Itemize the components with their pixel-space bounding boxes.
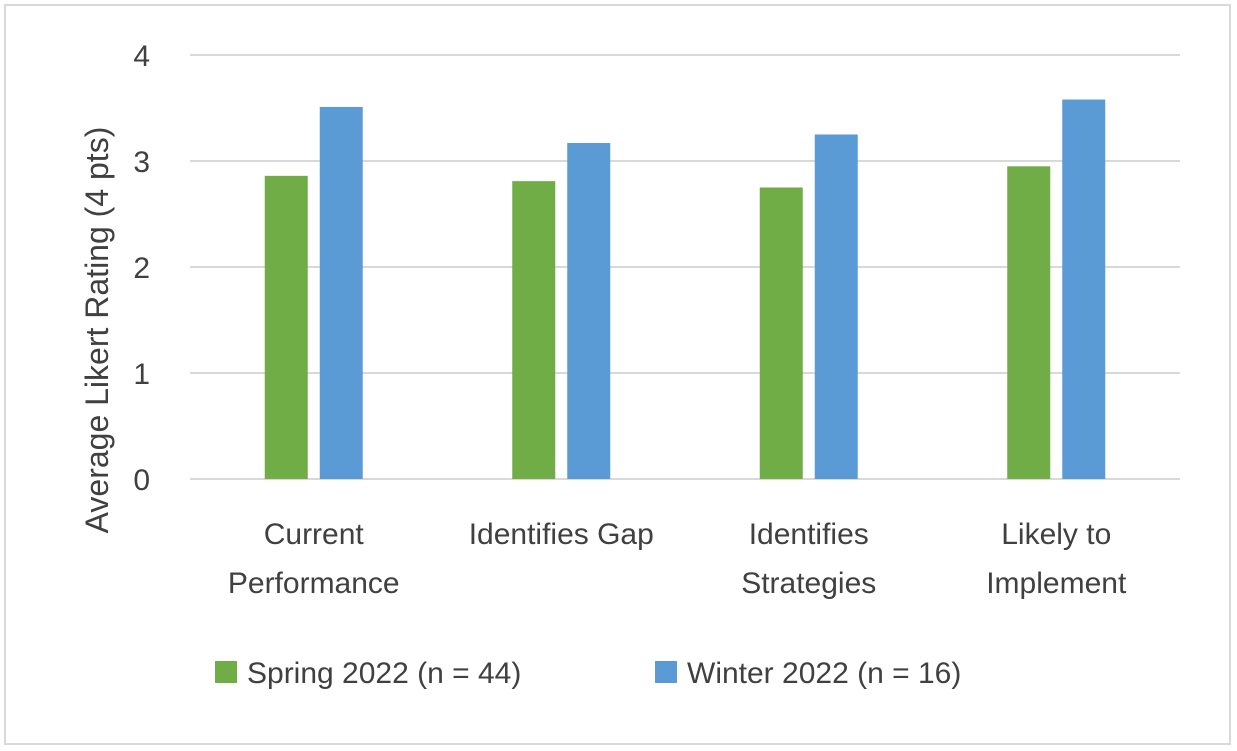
y-tick-label: 0 [133, 464, 150, 497]
bar [1007, 166, 1051, 480]
category-label: Likely to Implement [986, 518, 1127, 600]
category-label: Current Performance [228, 518, 400, 600]
bar [512, 181, 556, 479]
bar [264, 175, 308, 479]
y-tick-labels: 0 1 2 3 4 [133, 40, 150, 497]
legend: Spring 2022 (n = 44) Winter 2022 (n = 16) [215, 657, 961, 690]
y-axis-title: Average Likert Rating (4 pts) [79, 127, 115, 534]
y-tick-label: 2 [133, 252, 150, 285]
bar [319, 106, 363, 479]
bars [264, 99, 1106, 480]
legend-swatch [655, 661, 677, 683]
y-tick-label: 1 [133, 358, 150, 391]
category-label: Identifies Strategies [741, 518, 876, 600]
bar [1062, 99, 1106, 480]
bar [567, 142, 611, 480]
legend-label: Spring 2022 (n = 44) [247, 657, 521, 690]
category-label: Identifies Gap [469, 518, 654, 551]
legend-swatch [215, 661, 237, 683]
y-tick-label: 3 [133, 146, 150, 179]
bar [759, 187, 803, 479]
y-tick-label: 4 [133, 40, 150, 73]
category-labels: Current Performance Identifies Gap Identifi… [228, 518, 1127, 600]
legend-label: Winter 2022 (n = 16) [687, 657, 961, 690]
bar [814, 134, 858, 479]
